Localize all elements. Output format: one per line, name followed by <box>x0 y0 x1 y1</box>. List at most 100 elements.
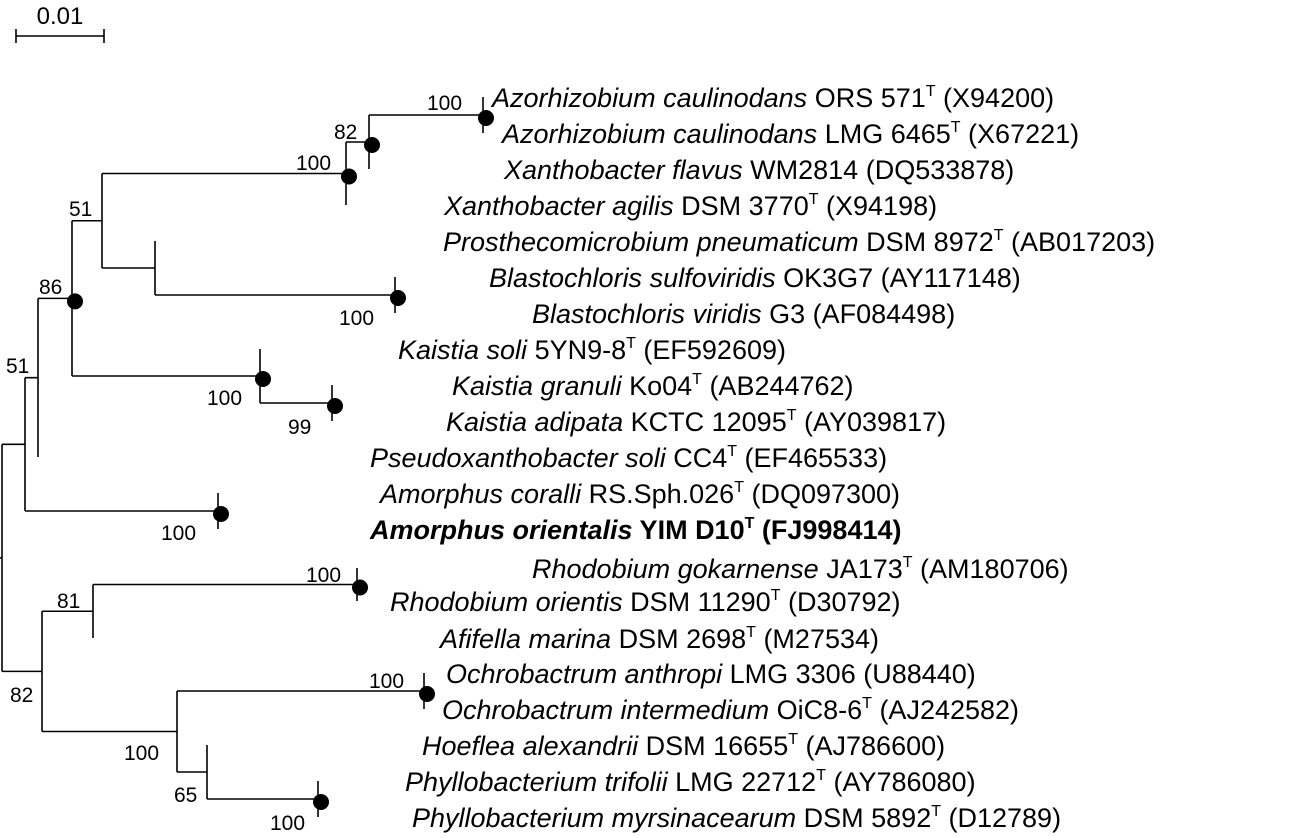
bootstrap-value: 81 <box>57 590 80 613</box>
taxon-label: Hoeflea alexandrii DSM 16655T (AJ786600) <box>422 731 945 761</box>
taxon-strain: DSM 5892 <box>796 803 931 833</box>
taxon-accession: (AB017203) <box>1004 227 1156 257</box>
taxon-species: Azorhizobium caulinodans <box>490 83 807 113</box>
taxon-species: Kaistia granuli <box>452 371 623 401</box>
taxon-label: Ochrobactrum anthropi LMG 3306 (U88440) <box>446 659 976 689</box>
node-marker <box>213 506 229 522</box>
taxon-label: Pseudoxanthobacter soli CC4T (EF465533) <box>370 443 887 473</box>
type-strain-marker: T <box>771 587 781 604</box>
taxon-species: Kaistia adipata <box>446 407 623 437</box>
taxon-accession: (AB244762) <box>702 371 854 401</box>
type-strain-marker: T <box>746 624 756 641</box>
taxon-species: Pseudoxanthobacter soli <box>370 443 667 473</box>
node-marker <box>419 686 435 702</box>
bootstrap-value: 99 <box>288 416 311 439</box>
taxon-strain: RS.Sph.026 <box>581 479 734 509</box>
taxon-label: Amorphus orientalis YIM D10T (FJ998414) <box>369 515 901 545</box>
taxon-species: Amorphus coralli <box>378 479 582 509</box>
node-markers <box>67 110 494 810</box>
bootstrap-value: 51 <box>6 355 29 378</box>
taxon-species: Blastochloris sulfoviridis <box>489 263 776 293</box>
taxon-label: Ochrobactrum intermedium OiC8-6T (AJ2425… <box>442 695 1019 725</box>
taxon-label: Phyllobacterium trifolii LMG 22712T (AY7… <box>405 767 976 797</box>
taxon-label: Rhodobium orientis DSM 11290T (D30792) <box>390 587 901 617</box>
taxon-species: Afifella marina <box>438 624 611 654</box>
type-strain-marker: T <box>809 191 819 208</box>
taxon-label: Blastochloris viridis G3 (AF084498) <box>532 299 955 329</box>
taxon-species: Amorphus orientalis <box>369 515 633 545</box>
type-strain-marker: T <box>951 119 961 136</box>
taxon-accession: (X94198) <box>819 191 938 221</box>
taxon-accession: (EF465533) <box>737 443 887 473</box>
type-strain-marker: T <box>994 227 1004 244</box>
taxon-species: Rhodobium gokarnense <box>532 554 819 584</box>
bootstrap-value: 100 <box>296 152 331 175</box>
taxon-label: Kaistia granuli Ko04T (AB244762) <box>452 371 854 401</box>
taxon-accession: (AY117148) <box>873 263 1021 293</box>
taxon-species: Hoeflea alexandrii <box>422 731 639 761</box>
bootstrap-value: 86 <box>39 276 62 299</box>
taxon-label: Kaistia adipata KCTC 12095T (AY039817) <box>446 407 946 437</box>
node-marker <box>390 290 406 306</box>
taxon-strain: WM2814 <box>743 155 859 185</box>
taxon-species: Phyllobacterium trifolii <box>405 767 669 797</box>
type-strain-marker: T <box>727 443 737 460</box>
taxon-accession: (X94200) <box>936 83 1055 113</box>
node-marker <box>327 398 343 414</box>
taxon-species: Prosthecomicrobium pneumaticum <box>443 227 859 257</box>
node-marker <box>478 110 494 126</box>
type-strain-marker: T <box>931 803 941 820</box>
taxon-accession: (DQ533878) <box>858 155 1014 185</box>
type-strain-marker: T <box>788 731 798 748</box>
node-marker <box>341 168 357 185</box>
taxon-species: Kaistia soli <box>398 335 528 365</box>
taxon-label: Prosthecomicrobium pneumaticum DSM 8972T… <box>443 227 1155 257</box>
taxon-strain: Ko04 <box>622 371 693 401</box>
taxon-species: Rhodobium orientis <box>390 587 623 617</box>
bootstrap-value: 51 <box>69 198 92 221</box>
taxon-label: Azorhizobium caulinodans LMG 6465T (X672… <box>500 119 1079 149</box>
taxon-strain: G3 <box>762 299 806 329</box>
taxon-strain: OK3G7 <box>776 263 874 293</box>
taxon-label: Xanthobacter agilis DSM 3770T (X94198) <box>443 191 937 221</box>
taxon-strain: DSM 2698 <box>611 624 746 654</box>
taxon-label: Phyllobacterium myrsinacearum DSM 5892T … <box>412 803 1061 833</box>
taxon-accession: (AJ242582) <box>872 695 1019 725</box>
taxon-strain: JA173 <box>819 554 903 584</box>
taxon-accession: (M27534) <box>756 624 879 654</box>
type-strain-marker: T <box>926 83 936 100</box>
taxon-species: Xanthobacter flavus <box>503 155 743 185</box>
taxon-accession: (U88440) <box>856 659 976 689</box>
type-strain-marker: T <box>862 695 872 712</box>
bootstrap-value: 100 <box>369 670 404 693</box>
type-strain-marker: T <box>816 767 826 784</box>
taxon-accession: (AF084498) <box>805 299 955 329</box>
taxon-accession: (D12789) <box>941 803 1061 833</box>
taxon-accession: (AY786080) <box>826 767 976 797</box>
bootstrap-value: 100 <box>207 387 242 410</box>
taxon-species: Xanthobacter agilis <box>443 191 674 221</box>
node-marker <box>255 371 271 387</box>
bootstrap-value: 100 <box>270 812 305 835</box>
type-strain-marker: T <box>626 335 636 352</box>
node-marker <box>352 579 368 596</box>
taxon-species: Ochrobactrum anthropi <box>446 659 723 689</box>
bootstrap-value: 100 <box>339 307 374 330</box>
bootstrap-value: 100 <box>161 522 196 545</box>
taxon-label: Azorhizobium caulinodans ORS 571T (X9420… <box>490 83 1054 113</box>
taxon-strain: DSM 11290 <box>623 587 771 617</box>
bootstrap-values: 1008210051100865110099100100811008210065… <box>6 92 462 835</box>
taxon-label: Afifella marina DSM 2698T (M27534) <box>438 624 879 654</box>
taxon-strain: CC4 <box>666 443 728 473</box>
taxon-label: Amorphus coralli RS.Sph.026T (DQ097300) <box>378 479 900 509</box>
taxon-species: Blastochloris viridis <box>532 299 762 329</box>
taxon-strain: DSM 8972 <box>859 227 994 257</box>
node-marker <box>67 293 83 310</box>
taxon-labels: Azorhizobium caulinodans ORS 571T (X9420… <box>369 83 1155 833</box>
type-strain-marker: T <box>787 407 797 424</box>
taxon-accession: (X67221) <box>961 119 1080 149</box>
taxon-label: Kaistia soli 5YN9-8T (EF592609) <box>398 335 786 365</box>
bootstrap-value: 100 <box>427 92 462 115</box>
scale-bar: 0.01 <box>15 3 105 43</box>
